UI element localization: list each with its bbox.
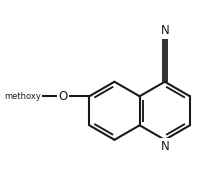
Text: N: N xyxy=(160,24,169,37)
Text: O: O xyxy=(59,90,68,103)
Text: N: N xyxy=(160,140,169,153)
Text: methoxy: methoxy xyxy=(5,92,41,101)
